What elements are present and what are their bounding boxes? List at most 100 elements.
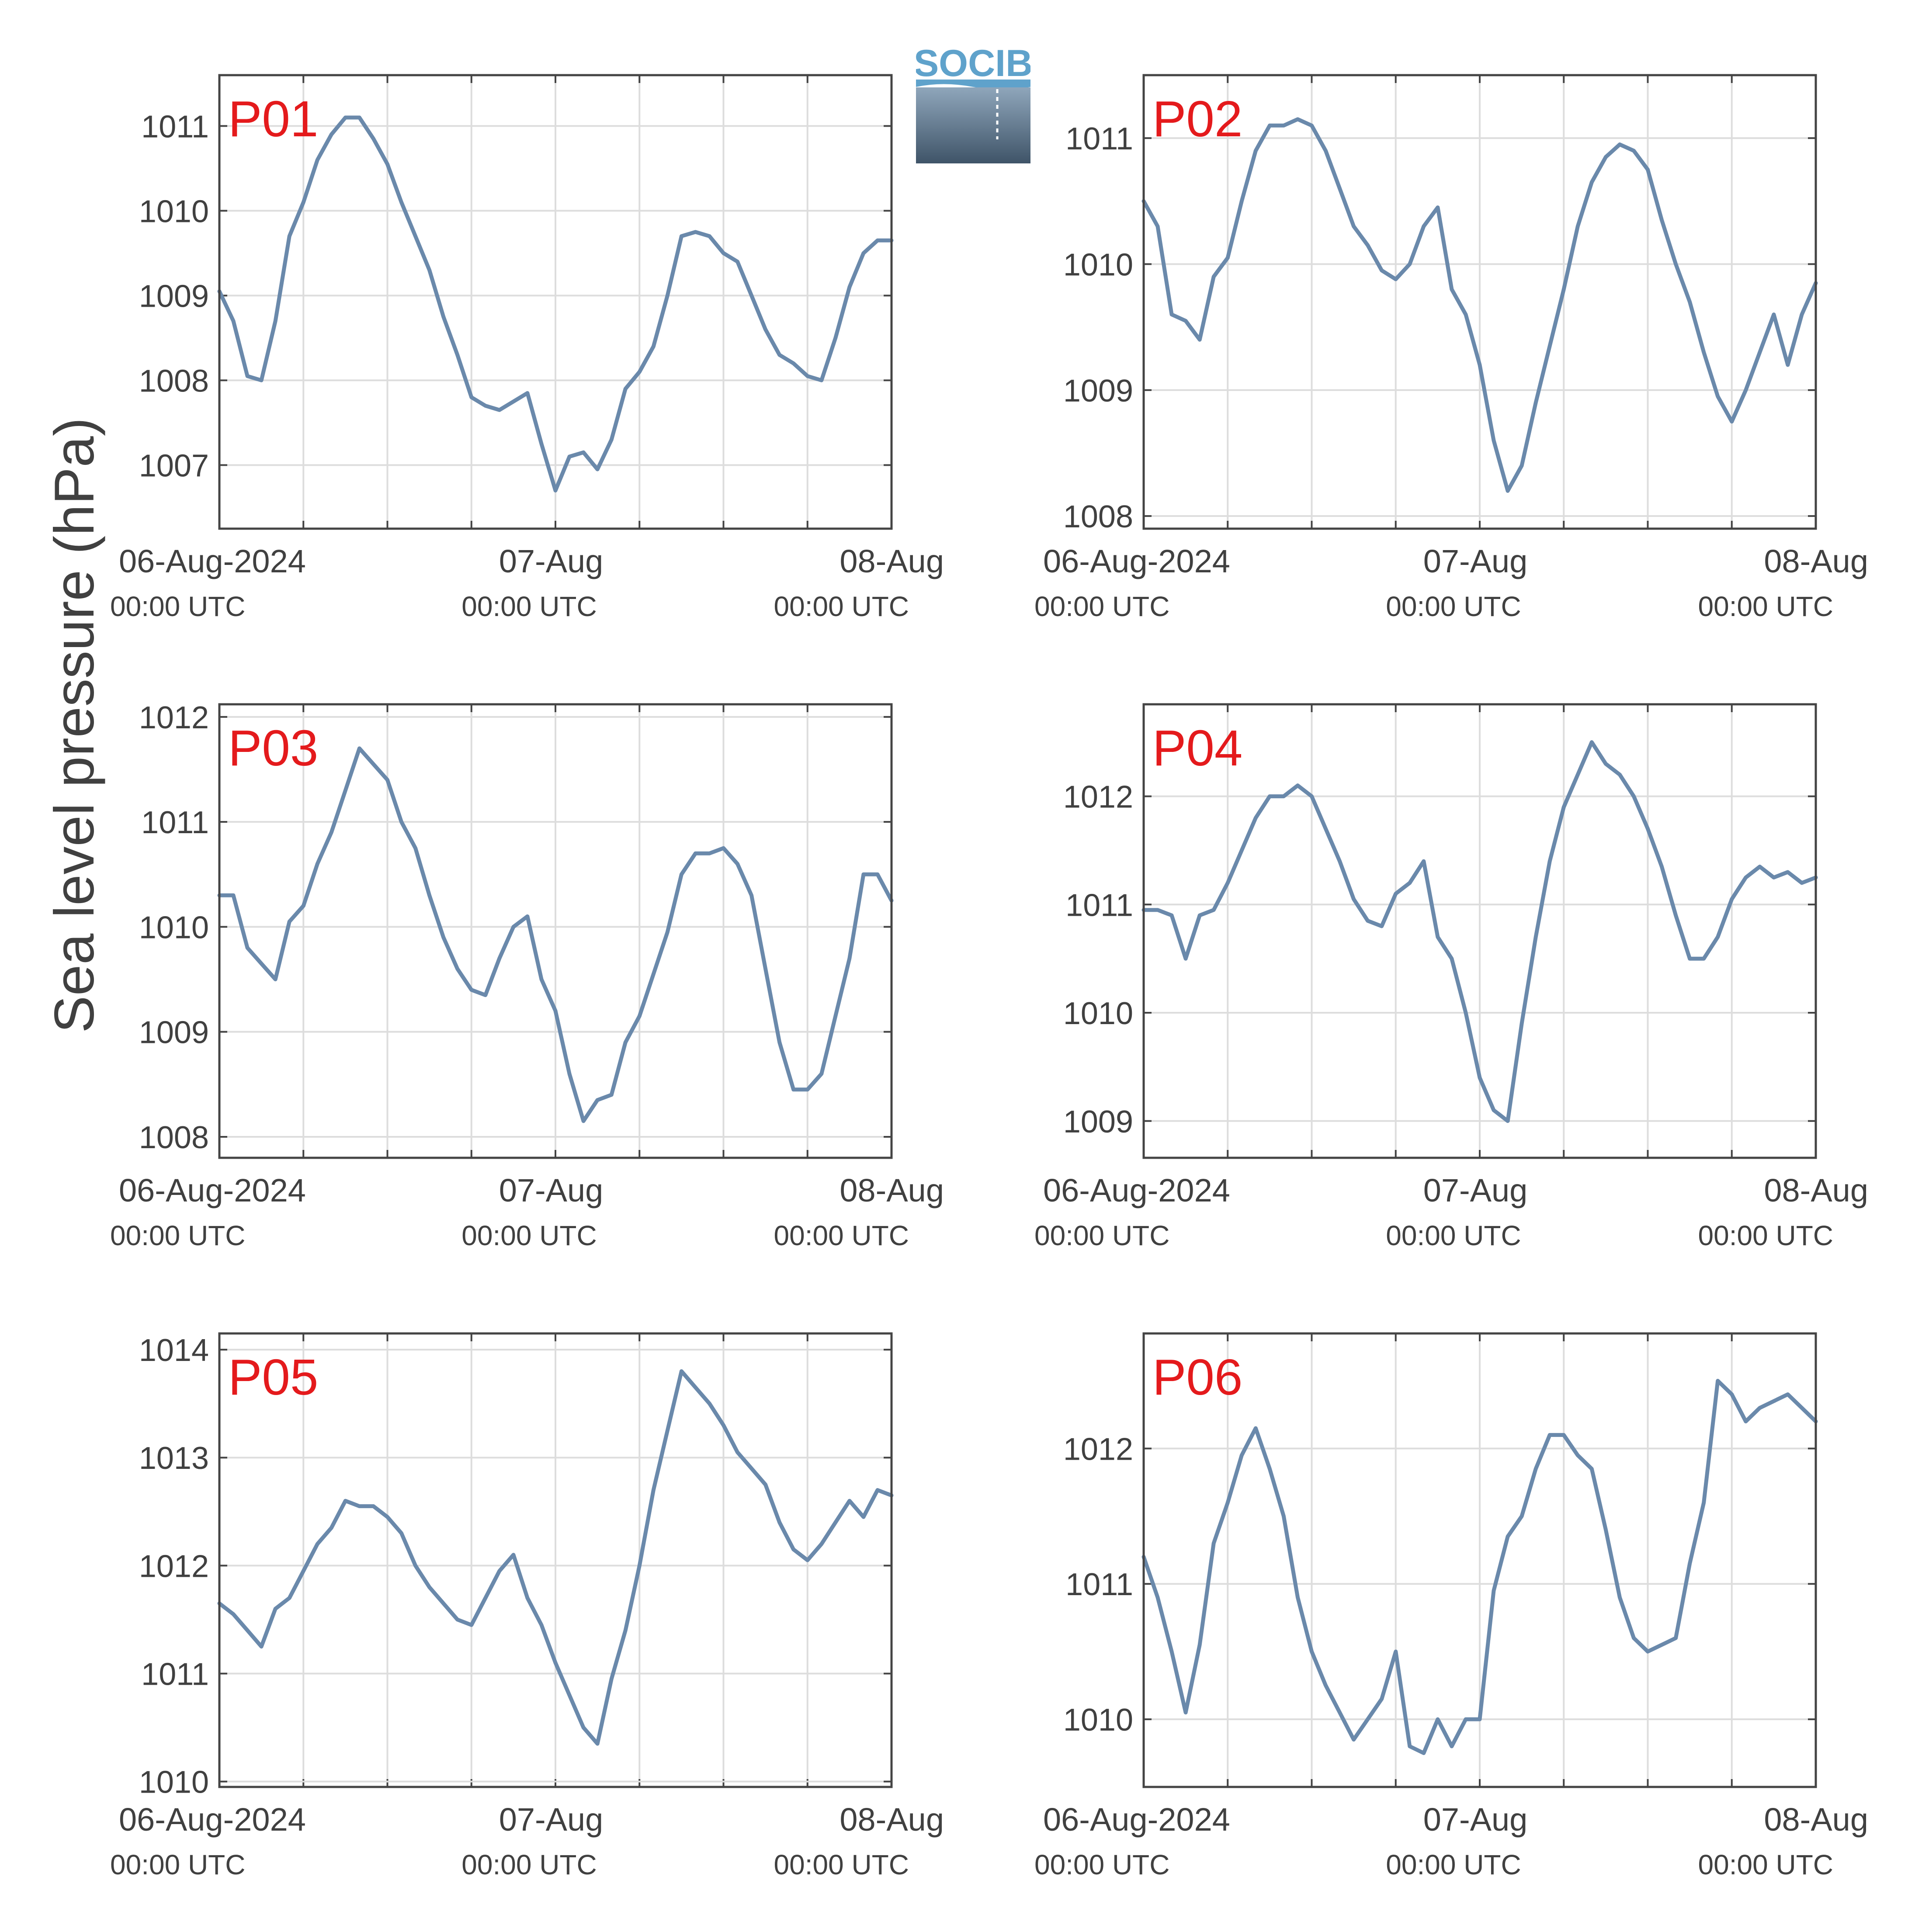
data-point xyxy=(1745,389,1747,391)
data-point xyxy=(610,1094,613,1096)
data-point xyxy=(1464,1011,1467,1014)
data-point xyxy=(1703,1501,1705,1504)
data-point xyxy=(428,269,431,271)
x-tick-label: 06-Aug-2024 xyxy=(1043,543,1230,579)
data-point xyxy=(1759,351,1761,353)
data-point xyxy=(1422,225,1425,228)
data-point xyxy=(1801,1406,1803,1409)
data-point xyxy=(1226,1501,1229,1504)
x-tick-label: 08-Aug xyxy=(1764,1172,1868,1208)
data-point xyxy=(470,989,473,991)
chart-panel-p01: 1007 1008 1009 1010 1011 P01 06-Aug-2024 00:00 … xyxy=(110,74,944,622)
data-point xyxy=(1745,1420,1747,1423)
data-point xyxy=(1731,420,1733,423)
x-tick-sublabel: 00:00 UTC xyxy=(461,1849,597,1880)
y-tick-label: 1009 xyxy=(139,279,209,314)
data-point xyxy=(274,1607,277,1610)
data-point xyxy=(582,451,585,454)
data-point xyxy=(1703,957,1705,960)
data-point xyxy=(330,831,333,834)
x-tick-label: 08-Aug xyxy=(1764,1801,1868,1838)
data-point xyxy=(1268,124,1271,127)
data-point xyxy=(470,1624,473,1626)
panel-label: P03 xyxy=(228,720,318,776)
data-point xyxy=(1156,225,1159,228)
y-tick-label: 1008 xyxy=(139,1120,209,1155)
y-tick-label: 1011 xyxy=(141,109,209,144)
data-point xyxy=(1436,936,1439,938)
data-point xyxy=(1590,1468,1593,1470)
data-point xyxy=(1408,263,1411,266)
data-point xyxy=(246,946,249,949)
data-point xyxy=(820,379,823,381)
data-point xyxy=(1801,882,1803,884)
data-point xyxy=(316,862,319,865)
data-point xyxy=(1156,1596,1159,1599)
plot-frame xyxy=(1142,703,1817,1159)
data-point xyxy=(1311,795,1313,798)
x-tick-sublabel: 00:00 UTC xyxy=(461,591,597,622)
data-point xyxy=(778,353,781,356)
data-point xyxy=(624,1629,627,1632)
data-point xyxy=(806,375,809,377)
y-tick-label: 1009 xyxy=(1063,1104,1133,1139)
data-point xyxy=(456,353,459,356)
x-tick-sublabel: 00:00 UTC xyxy=(1698,1220,1833,1251)
data-point xyxy=(694,1386,697,1389)
data-point xyxy=(722,252,725,254)
data-point xyxy=(1282,1515,1285,1517)
data-point xyxy=(260,1645,263,1648)
data-point xyxy=(764,328,767,331)
chart-panel-p03: 1008 1009 1010 1011 1012 P03 06-Aug-2024 00:00 … xyxy=(110,700,944,1251)
data-point xyxy=(1717,936,1719,938)
data-point xyxy=(1311,124,1313,127)
data-point xyxy=(638,370,641,373)
data-point xyxy=(1339,187,1341,190)
data-point xyxy=(344,116,347,119)
data-point xyxy=(1353,898,1355,900)
data-point xyxy=(680,235,683,238)
data-point xyxy=(1506,1120,1509,1122)
data-point xyxy=(274,320,277,322)
data-point xyxy=(498,1570,501,1572)
y-tick-label: 1012 xyxy=(1063,1432,1133,1467)
data-point xyxy=(1268,1468,1271,1470)
data-point xyxy=(1254,817,1257,819)
data-point xyxy=(302,904,305,907)
data-point xyxy=(246,375,249,377)
data-point xyxy=(1604,762,1607,765)
data-point xyxy=(1492,1589,1495,1592)
y-tick-label: 1014 xyxy=(139,1333,209,1368)
data-point xyxy=(1562,806,1565,808)
data-point xyxy=(1647,168,1649,171)
data-point xyxy=(526,392,529,395)
data-point xyxy=(666,931,669,933)
x-tick-sublabel: 00:00 UTC xyxy=(774,1220,909,1251)
data-point xyxy=(1492,439,1495,442)
data-point xyxy=(1184,1711,1187,1714)
data-point xyxy=(512,925,515,928)
data-point xyxy=(624,1041,627,1044)
chart-panel-p04: 1009 1010 1011 1012 P04 06-Aug-2024 00:00 UTC 0… xyxy=(1034,703,1868,1251)
data-point xyxy=(414,235,417,238)
data-point xyxy=(820,1073,823,1075)
y-tick-label: 1011 xyxy=(141,805,209,840)
data-point xyxy=(456,1618,459,1621)
data-point xyxy=(1548,345,1551,347)
data-point xyxy=(400,821,403,823)
y-tick-label: 1010 xyxy=(139,1765,209,1800)
x-tick-sublabel: 00:00 UTC xyxy=(774,1849,909,1880)
x-tick-sublabel: 00:00 UTC xyxy=(110,1220,245,1251)
data-point xyxy=(372,763,375,765)
data-point xyxy=(274,978,277,981)
data-point xyxy=(1618,143,1621,146)
data-point xyxy=(624,388,627,390)
data-point xyxy=(1632,795,1635,798)
data-point xyxy=(1240,200,1243,202)
data-point xyxy=(386,779,389,781)
data-point xyxy=(1632,149,1635,152)
data-point xyxy=(246,1629,249,1632)
pressure-series-line xyxy=(217,1369,894,1746)
panel-label: P05 xyxy=(228,1349,318,1406)
data-point xyxy=(1689,957,1691,960)
